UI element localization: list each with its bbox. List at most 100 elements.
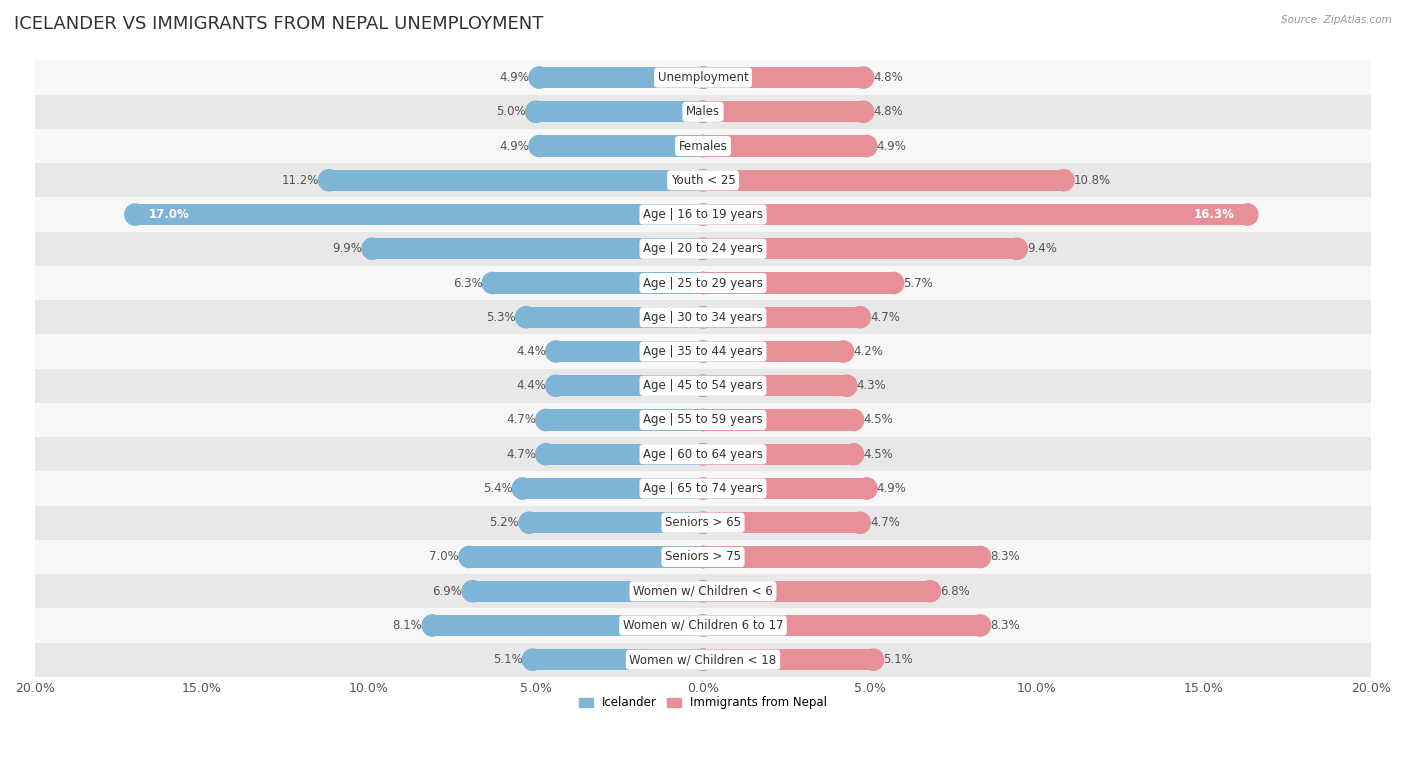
Bar xyxy=(703,273,893,294)
Text: 4.8%: 4.8% xyxy=(873,71,903,84)
Circle shape xyxy=(463,581,482,602)
Text: Seniors > 65: Seniors > 65 xyxy=(665,516,741,529)
Circle shape xyxy=(863,649,884,670)
Bar xyxy=(533,649,703,670)
Bar xyxy=(35,369,1371,403)
Bar xyxy=(472,581,703,602)
Bar xyxy=(492,273,703,294)
Bar xyxy=(703,581,931,602)
Circle shape xyxy=(693,512,713,534)
Circle shape xyxy=(837,375,858,397)
Text: 5.4%: 5.4% xyxy=(482,482,513,495)
Text: 5.2%: 5.2% xyxy=(489,516,519,529)
Text: Females: Females xyxy=(679,139,727,152)
Text: 8.3%: 8.3% xyxy=(990,550,1019,563)
Circle shape xyxy=(693,307,713,328)
Circle shape xyxy=(849,512,870,534)
Bar xyxy=(35,609,1371,643)
Bar xyxy=(523,478,703,499)
Circle shape xyxy=(693,67,713,88)
Circle shape xyxy=(1007,238,1028,260)
Text: 4.9%: 4.9% xyxy=(877,139,907,152)
Bar xyxy=(703,615,980,636)
Circle shape xyxy=(693,581,713,602)
Bar xyxy=(35,164,1371,198)
Bar xyxy=(35,335,1371,369)
Text: 4.7%: 4.7% xyxy=(506,447,536,461)
Text: 11.2%: 11.2% xyxy=(281,174,319,187)
Circle shape xyxy=(832,341,853,362)
Circle shape xyxy=(693,444,713,465)
Bar xyxy=(329,170,703,191)
Bar xyxy=(703,478,866,499)
Circle shape xyxy=(693,444,713,465)
Circle shape xyxy=(693,238,713,260)
Circle shape xyxy=(693,375,713,397)
Text: 4.4%: 4.4% xyxy=(516,345,546,358)
Bar xyxy=(540,136,703,157)
Text: 4.3%: 4.3% xyxy=(856,379,886,392)
Text: Women w/ Children 6 to 17: Women w/ Children 6 to 17 xyxy=(623,619,783,632)
Bar xyxy=(703,512,860,534)
Circle shape xyxy=(546,375,567,397)
Bar xyxy=(35,506,1371,540)
Circle shape xyxy=(693,204,713,225)
Text: 5.3%: 5.3% xyxy=(486,311,516,324)
Text: 9.9%: 9.9% xyxy=(332,242,363,255)
Text: 4.9%: 4.9% xyxy=(499,71,529,84)
Bar xyxy=(703,204,1247,225)
Text: 8.3%: 8.3% xyxy=(990,619,1019,632)
Circle shape xyxy=(693,341,713,362)
Circle shape xyxy=(970,547,991,568)
Bar xyxy=(536,101,703,123)
Circle shape xyxy=(693,615,713,636)
Text: Age | 20 to 24 years: Age | 20 to 24 years xyxy=(643,242,763,255)
Circle shape xyxy=(125,204,145,225)
Bar xyxy=(35,232,1371,266)
Circle shape xyxy=(361,238,382,260)
Bar xyxy=(703,649,873,670)
Circle shape xyxy=(693,341,713,362)
Circle shape xyxy=(693,136,713,157)
Bar xyxy=(703,67,863,88)
Bar xyxy=(433,615,703,636)
Circle shape xyxy=(693,410,713,431)
Text: 6.9%: 6.9% xyxy=(433,584,463,598)
Bar xyxy=(555,375,703,397)
Circle shape xyxy=(536,444,557,465)
Circle shape xyxy=(970,615,991,636)
Text: 5.1%: 5.1% xyxy=(494,653,523,666)
Bar xyxy=(703,444,853,465)
Circle shape xyxy=(458,547,479,568)
Bar xyxy=(703,375,846,397)
Circle shape xyxy=(529,136,550,157)
Circle shape xyxy=(516,307,536,328)
Circle shape xyxy=(693,273,713,294)
Text: 4.4%: 4.4% xyxy=(516,379,546,392)
Text: 17.0%: 17.0% xyxy=(149,208,190,221)
Circle shape xyxy=(422,615,443,636)
Circle shape xyxy=(844,410,863,431)
Text: Age | 65 to 74 years: Age | 65 to 74 years xyxy=(643,482,763,495)
Circle shape xyxy=(693,273,713,294)
Bar xyxy=(540,67,703,88)
Bar xyxy=(703,170,1064,191)
Circle shape xyxy=(519,512,540,534)
Circle shape xyxy=(512,478,533,499)
Bar xyxy=(35,403,1371,437)
Circle shape xyxy=(693,67,713,88)
Bar xyxy=(35,540,1371,574)
Bar xyxy=(35,300,1371,335)
Bar xyxy=(703,547,980,568)
Circle shape xyxy=(856,136,877,157)
Text: Women w/ Children < 18: Women w/ Children < 18 xyxy=(630,653,776,666)
Text: Age | 60 to 64 years: Age | 60 to 64 years xyxy=(643,447,763,461)
Bar xyxy=(703,136,866,157)
Bar xyxy=(35,95,1371,129)
Bar xyxy=(35,574,1371,609)
Bar xyxy=(526,307,703,328)
Text: Age | 30 to 34 years: Age | 30 to 34 years xyxy=(643,311,763,324)
Text: Women w/ Children < 6: Women w/ Children < 6 xyxy=(633,584,773,598)
Bar xyxy=(35,129,1371,164)
Circle shape xyxy=(844,444,863,465)
